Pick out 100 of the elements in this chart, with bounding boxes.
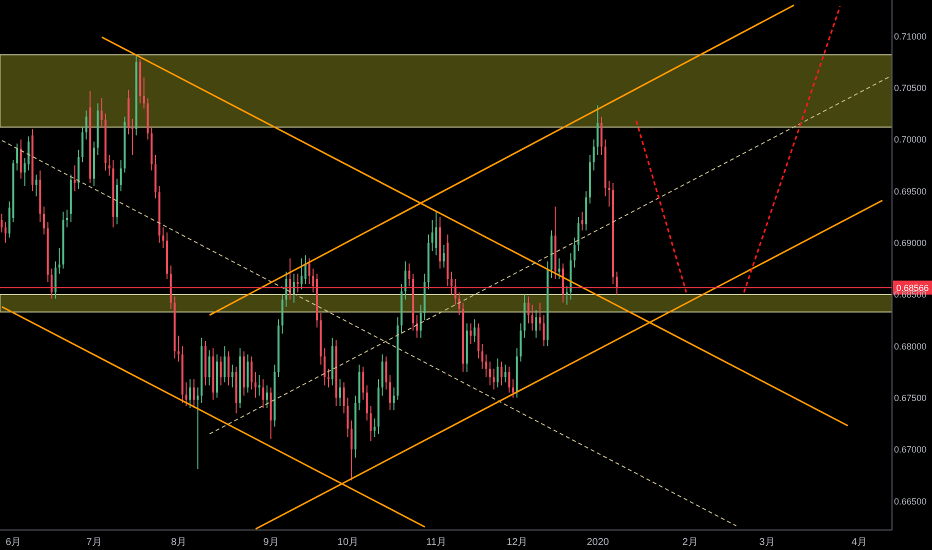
candlestick [366, 384, 368, 421]
candlestick [454, 278, 456, 306]
candlestick [616, 271, 618, 295]
candlestick [324, 348, 326, 386]
candlestick [408, 262, 410, 287]
candlestick [58, 247, 60, 274]
candlestick [481, 344, 484, 370]
y-tick-label: 0.67500 [894, 392, 927, 403]
y-tick-label: 0.70500 [894, 83, 927, 94]
candlestick [231, 364, 234, 388]
candlestick [581, 211, 584, 231]
candlestick [488, 361, 491, 386]
candlestick [312, 268, 314, 293]
candlestick [162, 226, 164, 248]
candlestick [362, 366, 364, 400]
candlestick [527, 296, 530, 324]
candlestick [189, 378, 192, 409]
y-tick-label: 0.70000 [894, 134, 927, 145]
x-tick-label: 3月 [759, 537, 775, 548]
candlestick [304, 254, 306, 285]
candlestick [50, 268, 53, 300]
candlestick [300, 258, 303, 290]
candlestick [142, 76, 145, 109]
candlestick [42, 206, 45, 236]
candlestick [450, 271, 453, 295]
candlestick [108, 154, 110, 176]
candlestick [435, 211, 438, 256]
candlestick [608, 180, 610, 208]
y-tick-label: 0.69500 [894, 186, 927, 196]
candlestick [224, 346, 226, 383]
candlestick [431, 220, 434, 252]
candlestick [228, 350, 230, 386]
candlestick [131, 118, 134, 156]
candlestick [370, 406, 372, 442]
candlestick [350, 420, 353, 481]
candlestick [566, 286, 568, 306]
candlestick [420, 304, 422, 338]
candlestick [474, 318, 476, 342]
candlestick [535, 309, 538, 338]
candlestick [492, 368, 495, 390]
candlestick [385, 356, 388, 390]
candlestick [577, 216, 580, 252]
candlestick [477, 322, 480, 359]
y-tick-label: 0.66500 [894, 496, 927, 506]
candlestick [508, 366, 510, 394]
candlestick [496, 358, 499, 388]
candlestick [4, 222, 7, 244]
candlestick [485, 354, 488, 378]
candlestick [504, 364, 506, 383]
candlestick [258, 374, 260, 396]
candlestick [16, 143, 18, 171]
candlestick [600, 116, 602, 156]
candlestick [592, 138, 595, 171]
x-tick-label: 10月 [337, 537, 359, 548]
candlestick [470, 322, 472, 345]
candlestick [254, 371, 256, 398]
candlestick [308, 258, 310, 285]
candlestick [328, 368, 330, 388]
candlestick [250, 356, 253, 390]
candlestick [262, 378, 264, 409]
x-tick-label: 4月 [852, 537, 868, 548]
x-tick-label: 2月 [682, 537, 698, 548]
candlestick [558, 258, 560, 280]
candlestick [389, 374, 392, 411]
candlestick [346, 397, 349, 438]
y-tick-label: 0.71000 [894, 31, 927, 42]
candlestick [35, 174, 38, 197]
x-tick-label: 12月 [506, 537, 528, 548]
candlestick [85, 110, 88, 140]
candlestick [28, 136, 30, 171]
candlestick [531, 304, 534, 332]
candlestick [208, 350, 210, 386]
candlestick [285, 271, 288, 308]
x-tick-label: 6月 [6, 537, 22, 548]
y-tick-label: 0.67000 [894, 444, 927, 455]
candlestick [178, 335, 180, 362]
candlestick [192, 378, 195, 409]
candlestick [512, 378, 514, 398]
candlestick [574, 237, 576, 268]
candlestick [100, 98, 103, 128]
candlestick [20, 138, 22, 180]
candlestick [66, 209, 68, 228]
x-tick-label: 2020 [586, 537, 610, 548]
candlestick [500, 361, 503, 386]
candlestick [196, 386, 199, 470]
candlestick [342, 382, 345, 414]
candlestick [0, 213, 3, 233]
candlestick [220, 356, 222, 386]
candlestick [120, 160, 122, 192]
candlestick [596, 104, 599, 156]
y-tick-label: 0.68000 [894, 341, 927, 352]
y-tick-label: 0.69000 [894, 238, 927, 248]
candlestick [392, 386, 395, 411]
candlestick [404, 260, 406, 300]
candlestick [339, 378, 342, 407]
candlestick [442, 244, 445, 268]
candlestick [296, 273, 299, 293]
candlestick [185, 382, 188, 407]
candlestick [374, 418, 376, 438]
candlestick [266, 384, 268, 409]
